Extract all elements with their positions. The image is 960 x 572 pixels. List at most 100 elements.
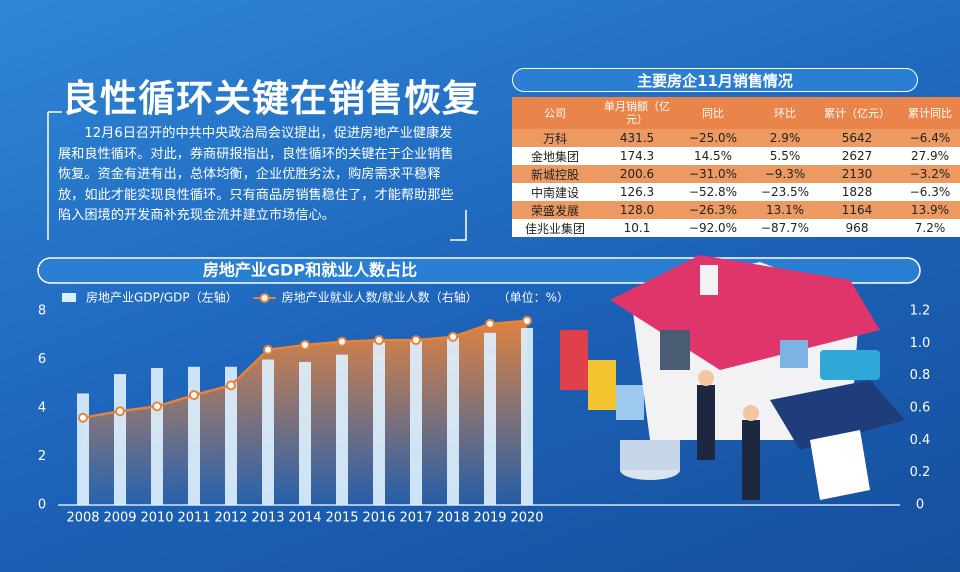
table-cell: −87.7%	[750, 219, 820, 237]
line-point	[448, 331, 458, 342]
x-tick-label: 2013	[251, 511, 284, 526]
table-cell: −31.0%	[676, 165, 750, 183]
deco-bar	[588, 360, 616, 410]
line-point	[522, 315, 532, 326]
deco-bar	[616, 385, 644, 420]
table-cell: 金地集团	[512, 147, 598, 165]
table-cell: 968	[820, 219, 894, 237]
sales-table: 公司 单月销额（亿元） 同比 环比 累计（亿元） 累计同比 万科 431.5 −25.0% 2.9…	[512, 97, 960, 237]
y-tick-label: 0	[38, 498, 46, 513]
column-header: 累计同比	[894, 97, 960, 129]
table-cell: −52.8%	[676, 183, 750, 201]
table-cell: −3.2%	[894, 165, 960, 183]
y2-tick-label: 0.2	[910, 465, 931, 480]
y-tick-label: 2	[38, 449, 46, 464]
bar	[262, 359, 274, 505]
table-cell: −26.3%	[676, 201, 750, 219]
table-cell: 7.2%	[894, 219, 960, 237]
legend-item: 房地产业就业人数/就业人数（右轴）	[253, 290, 478, 305]
table-cell: 5642	[820, 129, 894, 147]
line-point	[189, 390, 199, 401]
column-header: 环比	[750, 97, 820, 129]
table-row: 新城控股 200.6 −31.0% −9.3% 2130 −3.2%	[512, 165, 960, 183]
table-cell: 新城控股	[512, 165, 598, 183]
legend-swatch	[259, 293, 270, 303]
line-point	[78, 412, 88, 423]
table-row: 佳兆业集团 10.1 −92.0% −87.7% 968 7.2%	[512, 219, 960, 237]
legend-label: 房地产业GDP/GDP（左轴）	[86, 290, 238, 305]
column-header: 公司	[512, 97, 598, 129]
table-cell: −9.3%	[750, 165, 820, 183]
line-point	[115, 406, 125, 417]
table-cell: −6.4%	[894, 129, 960, 147]
deco-bar	[560, 330, 588, 390]
intro-text: 12月6日召开的中共中央政治局会议提出，促进房地产业健康发展和良性循环。对此，券…	[58, 126, 454, 223]
x-tick-label: 2016	[362, 511, 395, 526]
table-row: 荣盛发展 128.0 −26.3% 13.1% 1164 13.9%	[512, 201, 960, 219]
y2-tick-label: 1.0	[910, 336, 931, 351]
column-header: 累计（亿元）	[820, 97, 894, 129]
window	[780, 340, 808, 368]
frame-corner	[450, 210, 467, 241]
x-tick-label: 2015	[325, 511, 358, 526]
x-tick-label: 2010	[140, 511, 173, 526]
column-header: 单月销额（亿元）	[598, 97, 676, 129]
coins	[620, 440, 680, 470]
y2-tick-label: 0.4	[910, 433, 931, 448]
table-header: 公司 单月销额（亿元） 同比 环比 累计（亿元） 累计同比	[512, 97, 960, 129]
table-cell: 2.9%	[750, 129, 820, 147]
person	[697, 385, 715, 460]
table-cell: 1828	[820, 183, 894, 201]
table-row: 金地集团 174.3 14.5% 5.5% 2627 27.9%	[512, 147, 960, 165]
line-point	[485, 318, 495, 329]
table-cell: 5.5%	[750, 147, 820, 165]
line-point	[337, 336, 347, 347]
bar	[521, 327, 533, 505]
table-cell: 200.6	[598, 165, 676, 183]
page-title: 良性循环关键在销售恢复	[62, 77, 480, 120]
y2-tick-label: 0.8	[910, 368, 931, 383]
y-tick-label: 4	[38, 401, 46, 416]
door	[660, 330, 690, 370]
table-row: 中南建设 126.3 −52.8% −23.5% 1828 −6.3%	[512, 183, 960, 201]
bar	[225, 366, 237, 505]
table-cell: 128.0	[598, 201, 676, 219]
table-cell: 万科	[512, 129, 598, 147]
chimney	[700, 265, 718, 295]
x-tick-label: 2020	[510, 511, 543, 526]
line-point	[411, 335, 421, 346]
table-cell: 431.5	[598, 129, 676, 147]
bar	[114, 374, 126, 505]
unit-note: （单位：%）	[498, 290, 569, 305]
column-header: 同比	[676, 97, 750, 129]
calculator	[770, 380, 905, 450]
table-cell: 2627	[820, 147, 894, 165]
table-cell: 174.3	[598, 147, 676, 165]
line-point	[226, 380, 236, 391]
table-cell: −92.0%	[676, 219, 750, 237]
table-cell: −23.5%	[750, 183, 820, 201]
line-point	[152, 401, 162, 412]
table-cell: −25.0%	[676, 129, 750, 147]
table-cell: 佳兆业集团	[512, 219, 598, 237]
bar	[447, 337, 459, 505]
document	[810, 430, 870, 500]
line-point	[300, 339, 310, 350]
x-tick-label: 2018	[436, 511, 469, 526]
y-tick-label: 8	[38, 304, 46, 319]
frame-corner	[47, 111, 62, 240]
bar	[299, 361, 311, 505]
screen	[820, 350, 880, 380]
y2-tick-label: 1.2	[910, 304, 931, 319]
x-tick-label: 2008	[66, 511, 99, 526]
legend-swatch	[62, 293, 76, 302]
table-cell: 10.1	[598, 219, 676, 237]
y2-tick-label: 0	[916, 498, 924, 513]
y-tick-label: 6	[38, 352, 46, 367]
bar	[373, 342, 385, 505]
table-cell: 14.5%	[676, 147, 750, 165]
line-point	[374, 335, 384, 346]
x-tick-label: 2017	[399, 511, 432, 526]
